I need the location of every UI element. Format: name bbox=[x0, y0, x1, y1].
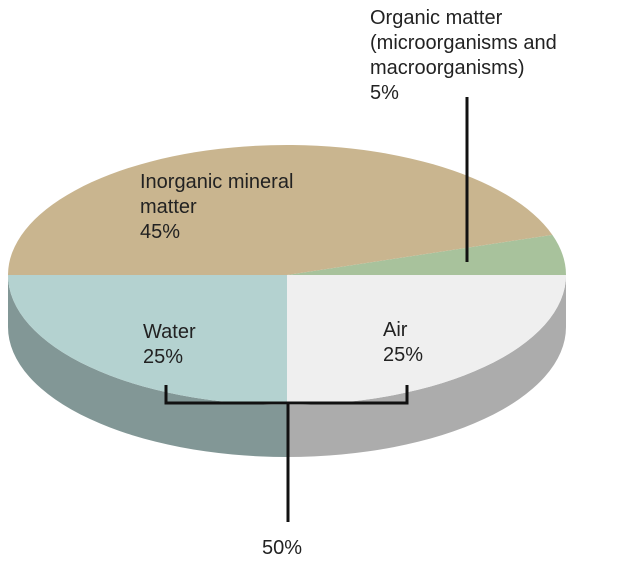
slice-label: Organic matter (microorganisms and macro… bbox=[370, 7, 557, 79]
slice-label: Water bbox=[143, 321, 196, 343]
pie-slice bbox=[8, 275, 287, 405]
pie-slice bbox=[8, 145, 553, 275]
value-label: 25% bbox=[143, 346, 184, 368]
pie-side bbox=[8, 275, 287, 457]
annotation: 50% bbox=[262, 537, 303, 559]
pie-slice bbox=[287, 275, 566, 405]
value-label: 5% bbox=[370, 82, 399, 104]
pie-side bbox=[287, 275, 566, 457]
value-label: 45% bbox=[140, 221, 181, 243]
value-label: 25% bbox=[383, 344, 424, 366]
slice-label: Inorganic mineral matter bbox=[140, 171, 294, 218]
pie-slice bbox=[287, 234, 566, 275]
slice-label: Air bbox=[383, 319, 408, 341]
